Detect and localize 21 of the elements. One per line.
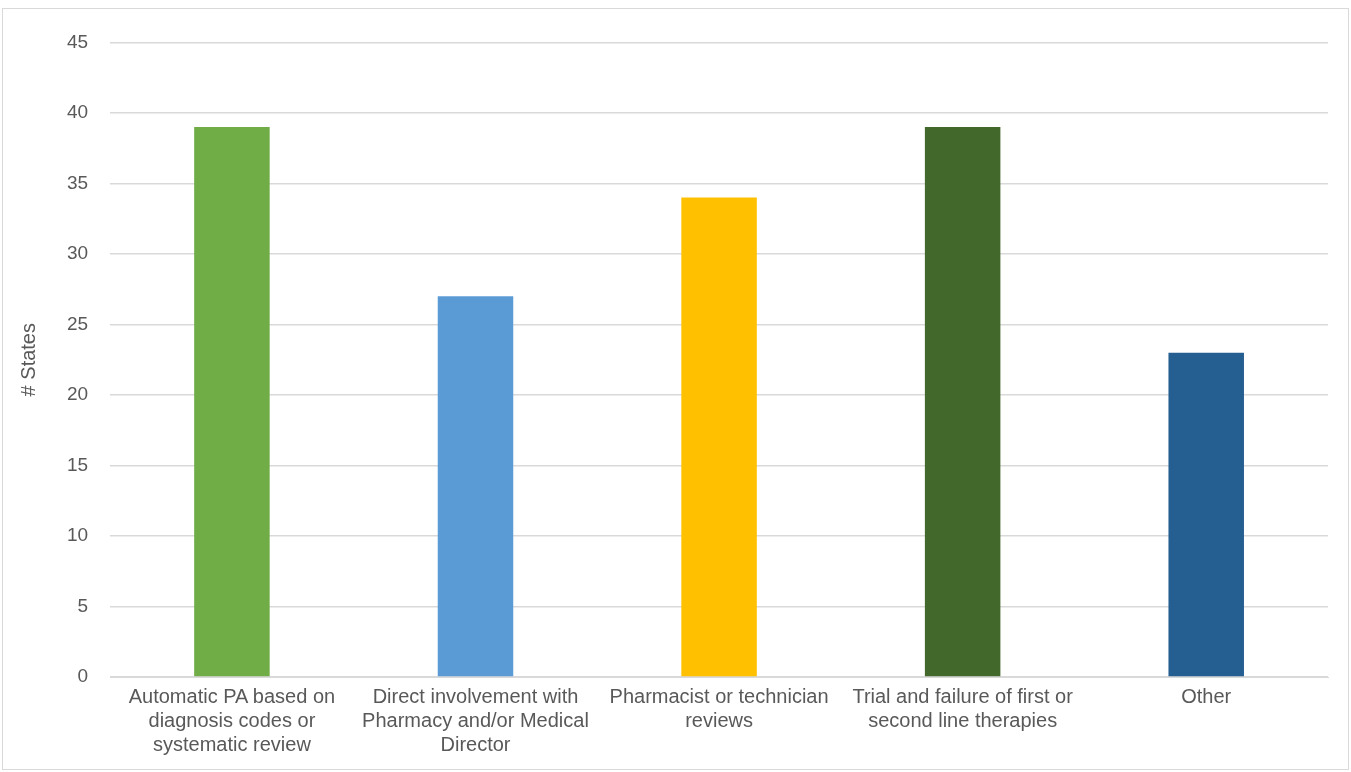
bar [1168,352,1244,677]
y-tick-label: 25 [66,312,89,334]
bar [437,296,514,677]
y-tick-label: 20 [66,383,89,405]
x-tick-label: Automatic PA based on diagnosis codes or systematic review [128,684,336,755]
y-tick-label: 10 [66,524,89,546]
y-tick-label: 45 [66,30,89,52]
y-tick-label: 40 [66,101,89,123]
bar [194,127,270,677]
y-tick-label: 30 [66,242,89,264]
x-tick-label: Pharmacist or technician reviews [609,684,829,731]
bar [924,127,1001,677]
x-tick-label: Other [1181,684,1232,707]
y-tick-label: 0 [77,665,89,687]
x-tick-label: Trial and failure of first or second line therapies [852,684,1074,731]
x-tick-label: Direct involvement with Pharmacy and/or Medical Director [362,684,589,755]
bar [681,197,757,677]
y-tick-label: 5 [77,594,89,616]
y-tick-label: 15 [66,453,89,475]
y-axis-title: # States [16,323,39,397]
y-tick-label: 35 [66,171,89,193]
